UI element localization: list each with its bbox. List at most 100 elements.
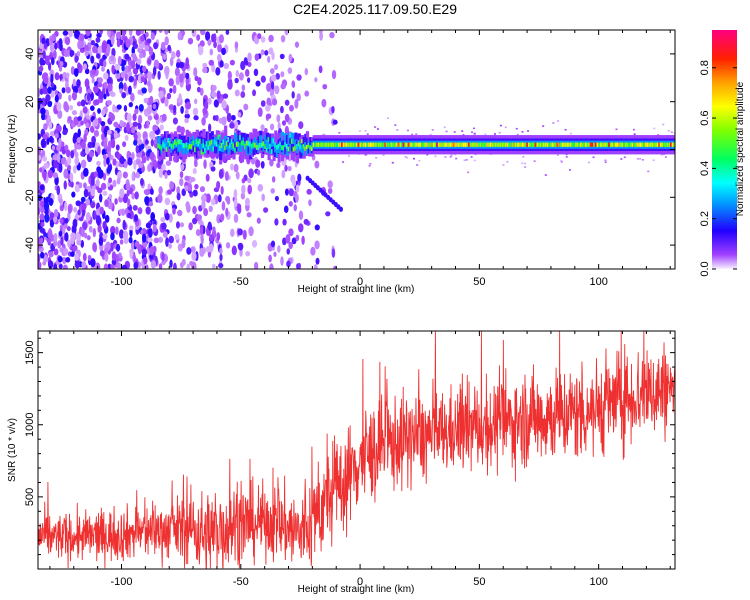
spectrogram-cell [234, 147, 238, 153]
spectrogram-cell [225, 141, 229, 147]
spectrogram-cell [284, 164, 288, 172]
spectrogram-cell [68, 30, 73, 38]
spectrogram-cell [147, 227, 153, 238]
spectrogram-cell [604, 142, 609, 147]
spectrogram-cell [234, 47, 239, 53]
spectrogram-cell [382, 142, 386, 147]
spectrogram-cell [69, 104, 74, 111]
spectrogram-cell [110, 35, 115, 46]
spectrogram-cell [58, 198, 63, 204]
spectrogram-cell [179, 61, 185, 69]
spectrogram-cell [284, 188, 289, 196]
spectrogram-cell [93, 85, 99, 94]
spectrogram-cell [133, 214, 139, 222]
spectrogram-cell [234, 135, 238, 150]
spectrogram-cell [145, 206, 151, 215]
spectrogram-cell [39, 42, 44, 50]
spectrogram-cell [581, 142, 585, 147]
spectrogram-cell [214, 139, 218, 145]
spectrogram-cell [62, 129, 68, 136]
spectrogram-cell [662, 123, 665, 126]
spectrogram-cell [215, 141, 219, 147]
spectrogram-cell [424, 142, 428, 147]
spectrogram-cell [126, 122, 131, 132]
spectrogram-cell [207, 221, 212, 231]
spectrogram-cell [168, 243, 172, 249]
spectrogram-cell [199, 40, 205, 48]
spectrogram-cell [297, 173, 302, 182]
spectrogram-cell [92, 227, 97, 238]
spectrogram-cell [527, 130, 530, 132]
spectrogram-cell [140, 76, 146, 83]
spectrogram-cell [90, 40, 96, 46]
page-title: C2E4.2025.117.09.50.E29 [293, 1, 457, 17]
spectrogram-cell [643, 142, 647, 147]
spectrogram-cell [212, 226, 216, 233]
spectrogram-cell [641, 159, 644, 161]
spectrogram-cell [101, 66, 105, 72]
spectrogram-cell [240, 60, 246, 71]
spectrogram-cell [280, 137, 285, 153]
spectrogram-cell [305, 137, 310, 151]
spectrogram-cell [56, 185, 61, 196]
spectrogram-cell [217, 43, 222, 53]
spectrogram-cell [279, 144, 283, 154]
spectrogram-cell [175, 49, 181, 58]
spectrogram-cell [504, 142, 508, 147]
spectrogram-cell [664, 156, 667, 158]
spectrogram-cell [189, 136, 193, 147]
spectrogram-cell [381, 142, 385, 147]
spectrogram-cell [80, 159, 87, 169]
snr-panel: -100 -50 0 50 100 500 1000 1500 Height of strai… [7, 330, 676, 595]
spectrogram-cell [319, 30, 323, 36]
spectrogram-cell [222, 139, 226, 145]
spectrogram-cell [529, 142, 533, 147]
spectrogram-cell [184, 144, 188, 154]
spectrogram-cell [111, 138, 116, 149]
spectrogram-cell [42, 134, 48, 141]
spectrogram-cell [124, 65, 129, 75]
spectrogram-cell [38, 261, 42, 269]
spectrogram-cell [132, 67, 139, 75]
spectrogram-cell [199, 247, 205, 257]
spectrogram-cell [112, 104, 116, 113]
spectrogram-cell [122, 141, 127, 148]
spectrogram-cell [50, 73, 54, 84]
colorbar-gradient [712, 30, 737, 269]
spectrogram-cell [172, 207, 176, 215]
spectrogram-cell [90, 55, 95, 64]
spectrogram-cell [118, 229, 124, 239]
spectrogram-cell [39, 251, 45, 259]
spectrogram-cell [656, 142, 660, 147]
spectrogram-cell [314, 240, 320, 250]
spectrogram-cell [257, 33, 262, 40]
spectrogram-cell [331, 69, 337, 80]
spectrogram-cell [165, 146, 169, 152]
snr-y-tick-label: 1000 [24, 413, 36, 437]
spectrogram-cell [249, 146, 253, 156]
spectrogram-cell [110, 263, 115, 269]
spectrogram-cell [371, 142, 375, 147]
spectrogram-cell [202, 67, 208, 74]
spectrogram-cell [264, 143, 268, 149]
spectrogram-cell [514, 142, 518, 147]
spectrogram-cell [269, 144, 273, 154]
spectrogram-cell [63, 180, 67, 190]
spectrogram-cell [513, 142, 517, 147]
spectrogram-cell [652, 159, 655, 161]
spectrogram-cell [335, 142, 340, 147]
spectrogram-cell [130, 240, 135, 251]
spectrogram-cell [197, 219, 203, 225]
spectrogram-cell [639, 158, 642, 160]
spectrogram-cell [452, 142, 457, 147]
spectrogram-cell [216, 54, 222, 62]
spectrogram-cell [192, 140, 196, 146]
spectrogram-cell [137, 139, 143, 145]
spectrogram-cell [444, 156, 447, 158]
spectrogram-cell [639, 142, 644, 147]
spectrogram-cell [99, 30, 104, 35]
spectrogram-cell [77, 128, 81, 138]
spectrogram-cell [407, 142, 411, 147]
spectrogram-cell [565, 156, 568, 158]
spectrogram-cell [304, 146, 308, 151]
